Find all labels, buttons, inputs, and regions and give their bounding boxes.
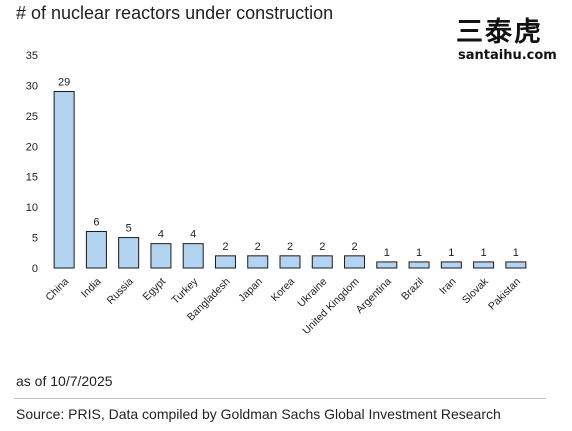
data-label: 2: [222, 241, 228, 253]
bar: [247, 255, 269, 269]
bar: [214, 255, 236, 269]
data-label: 2: [319, 241, 325, 253]
source-note: Source: PRIS, Data compiled by Goldman S…: [16, 406, 501, 422]
x-tick-label: Iran: [437, 276, 458, 297]
bar: [85, 230, 107, 269]
bar: [376, 261, 398, 269]
x-tick-label: Russia: [105, 276, 136, 307]
data-label: 1: [448, 247, 454, 259]
data-label: 29: [58, 77, 70, 89]
y-axis-ticks: 0 5 10 15 20 25 30 35: [26, 50, 38, 275]
bar: [182, 243, 204, 269]
x-tick-label: India: [79, 276, 104, 301]
data-label: 2: [287, 241, 293, 253]
data-label: 1: [481, 247, 487, 259]
bar: [118, 237, 140, 269]
footer-divider: [14, 398, 546, 399]
chart-title: # of nuclear reactors under construction: [16, 3, 334, 23]
data-label: 6: [93, 216, 99, 228]
data-labels: 29 6 5 4 4 2 2 2 2 2 1 1 1 1 1: [58, 77, 519, 259]
y-tick-label: 30: [26, 80, 38, 92]
bar: [53, 91, 75, 269]
x-tick-label: Brazil: [399, 276, 426, 303]
bar: [311, 255, 333, 269]
bar: [440, 261, 462, 269]
y-tick-label: 35: [26, 50, 38, 62]
y-tick-label: 15: [26, 172, 38, 184]
y-tick-label: 0: [32, 263, 38, 275]
data-label: 1: [513, 247, 519, 259]
watermark-chinese: 三泰虎: [456, 17, 543, 48]
bar: [150, 243, 172, 269]
x-tick-label: Egypt: [141, 276, 169, 304]
bar: [344, 255, 366, 269]
bars: [53, 91, 527, 269]
data-label: 4: [190, 229, 196, 241]
bar: [473, 261, 495, 269]
data-label: 1: [384, 247, 390, 259]
y-tick-label: 25: [26, 111, 38, 123]
x-tick-label: Pakistan: [486, 276, 523, 313]
x-tick-label: China: [43, 276, 71, 304]
x-tick-label: United Kingdom: [300, 275, 361, 336]
x-tick-label: Slovak: [460, 275, 491, 306]
x-tick-label: Japan: [236, 276, 265, 305]
bar-chart: 0 5 10 15 20 25 30 35 29 6 5 4 4 2 2 2 2 2 1 1 1 1 1 China Ind…: [26, 50, 527, 337]
x-tick-label: Korea: [269, 276, 297, 304]
y-tick-label: 10: [26, 202, 38, 214]
watermark-site: santaihu.com: [458, 48, 557, 63]
data-label: 5: [126, 223, 132, 235]
data-label: 2: [255, 241, 261, 253]
santaihu-watermark: 三泰虎 santaihu.com: [452, 10, 564, 70]
as-of-date: as of 10/7/2025: [16, 373, 113, 389]
bar: [408, 261, 430, 269]
y-tick-label: 5: [32, 233, 38, 245]
data-label: 2: [351, 241, 357, 253]
data-label: 4: [158, 229, 164, 241]
y-tick-label: 20: [26, 141, 38, 153]
data-label: 1: [416, 247, 422, 259]
x-tick-label: Turkey: [169, 275, 200, 306]
x-tick-label: Argentina: [354, 276, 394, 316]
bar: [505, 261, 527, 269]
bar: [279, 255, 301, 269]
